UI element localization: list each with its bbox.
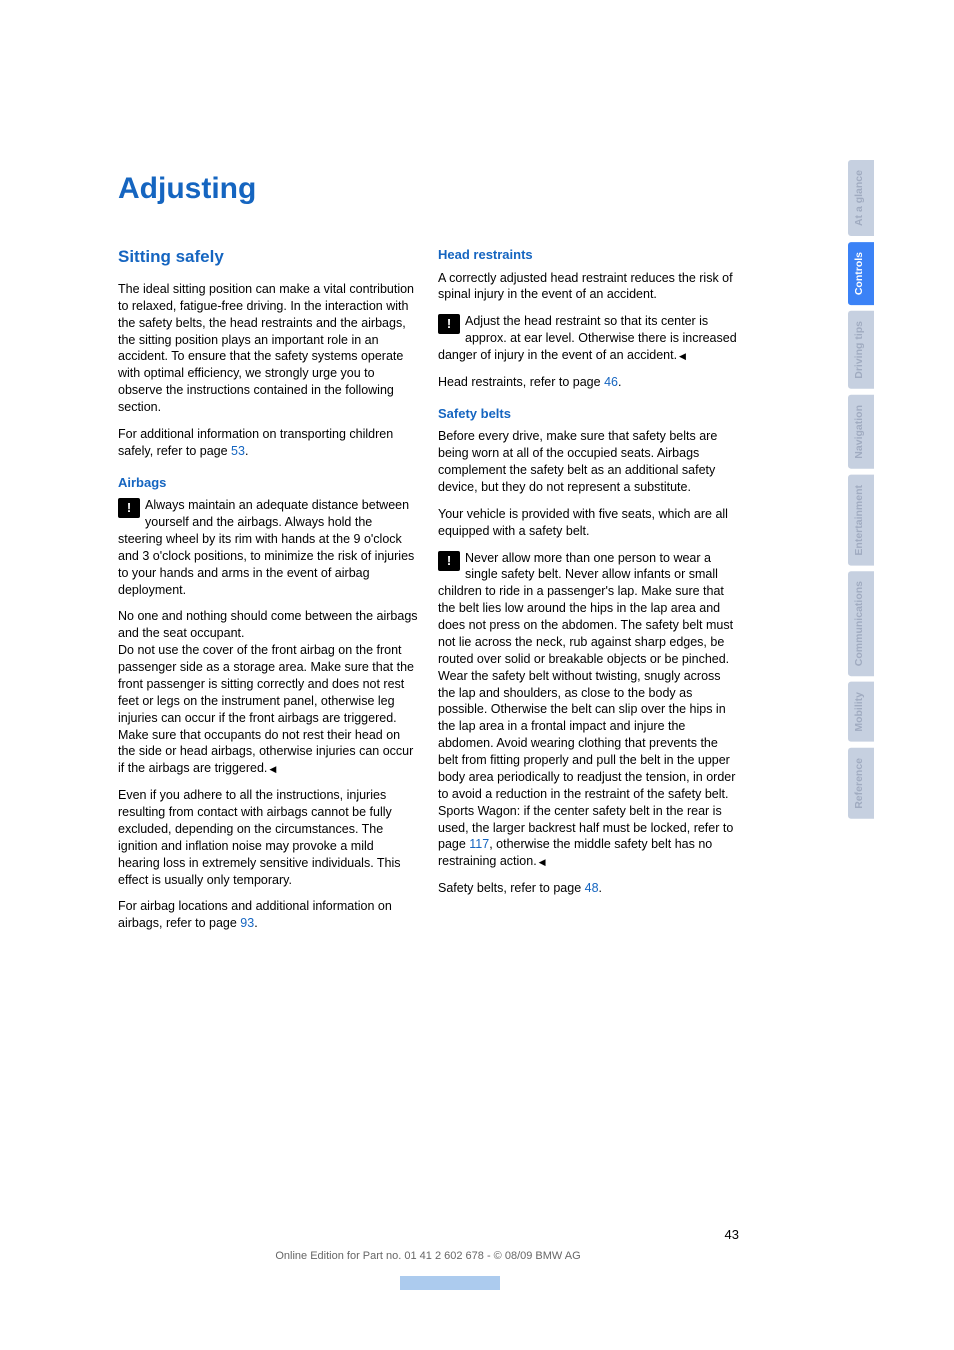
tab-reference[interactable]: Reference [848, 748, 874, 819]
head-restraints-title: Head restraints [438, 246, 738, 264]
airbags-p5: Even if you adhere to all the instructio… [118, 787, 418, 888]
footer-text: Online Edition for Part no. 01 41 2 602 … [118, 1250, 738, 1262]
children-ref-pre: For additional information on transporti… [118, 427, 393, 458]
safety-belts-title: Safety belts [438, 405, 738, 423]
tab-driving-tips[interactable]: Driving tips [848, 311, 874, 389]
belts-warning-block: !Never allow more than one person to wea… [438, 550, 738, 871]
main-title: Adjusting [118, 172, 738, 206]
tab-at-a-glance[interactable]: At a glance [848, 160, 874, 236]
belts-warn-pre: Never allow more than one person to wear… [438, 551, 735, 852]
warning-icon: ! [118, 498, 140, 518]
airbags-ref-post: . [254, 916, 257, 930]
children-ref-para: For additional information on transporti… [118, 426, 418, 460]
tab-communications[interactable]: Communications [848, 571, 874, 676]
airbags-ref-para: For airbag locations and additional info… [118, 898, 418, 932]
tab-mobility[interactable]: Mobility [848, 682, 874, 742]
page-number: 43 [725, 1227, 739, 1242]
belts-warn-wrap: Never allow more than one person to wear… [438, 550, 738, 871]
head-ref-para: Head restraints, refer to page 46. [438, 374, 738, 391]
intro-para: The ideal sitting position can make a vi… [118, 281, 418, 416]
left-column: Sitting safely The ideal sitting positio… [118, 246, 418, 942]
airbags-p3: Do not use the cover of the front airbag… [118, 642, 418, 726]
page-link-53[interactable]: 53 [231, 444, 245, 458]
head-ref-pre: Head restraints, refer to page [438, 375, 604, 389]
side-tabs: At a glance Controls Driving tips Naviga… [848, 160, 874, 819]
page-content: Adjusting Sitting safely The ideal sitti… [118, 172, 738, 942]
tab-navigation[interactable]: Navigation [848, 395, 874, 469]
page-link-93[interactable]: 93 [240, 916, 254, 930]
belts-ref-para: Safety belts, refer to page 48. [438, 880, 738, 897]
columns: Sitting safely The ideal sitting positio… [118, 246, 738, 942]
warning-icon: ! [438, 551, 460, 571]
footer-bar [400, 1276, 500, 1290]
page-link-117[interactable]: 117 [469, 837, 489, 851]
warning-icon: ! [438, 314, 460, 334]
airbags-title: Airbags [118, 474, 418, 492]
head-p1: A correctly adjusted head restraint redu… [438, 270, 738, 304]
head-ref-post: . [618, 375, 621, 389]
airbags-p4: Make sure that occupants do not rest the… [118, 727, 418, 778]
airbags-warning-block: !Always maintain an adequate distance be… [118, 497, 418, 598]
belts-p1: Before every drive, make sure that safet… [438, 428, 738, 496]
children-ref-post: . [245, 444, 248, 458]
belts-ref-post: . [599, 881, 602, 895]
belts-p2: Your vehicle is provided with five seats… [438, 506, 738, 540]
sitting-safely-title: Sitting safely [118, 246, 418, 269]
head-warning-block: !Adjust the head restraint so that its c… [438, 313, 738, 364]
belts-ref-pre: Safety belts, refer to page [438, 881, 585, 895]
page-link-48[interactable]: 48 [585, 881, 599, 895]
head-warn: Adjust the head restraint so that its ce… [438, 313, 738, 364]
right-column: Head restraints A correctly adjusted hea… [438, 246, 738, 942]
tab-entertainment[interactable]: Entertainment [848, 475, 874, 566]
tab-controls[interactable]: Controls [848, 242, 874, 305]
page-link-46[interactable]: 46 [604, 375, 618, 389]
airbags-warn: Always maintain an adequate distance bet… [118, 497, 418, 598]
airbags-p2: No one and nothing should come between t… [118, 608, 418, 642]
